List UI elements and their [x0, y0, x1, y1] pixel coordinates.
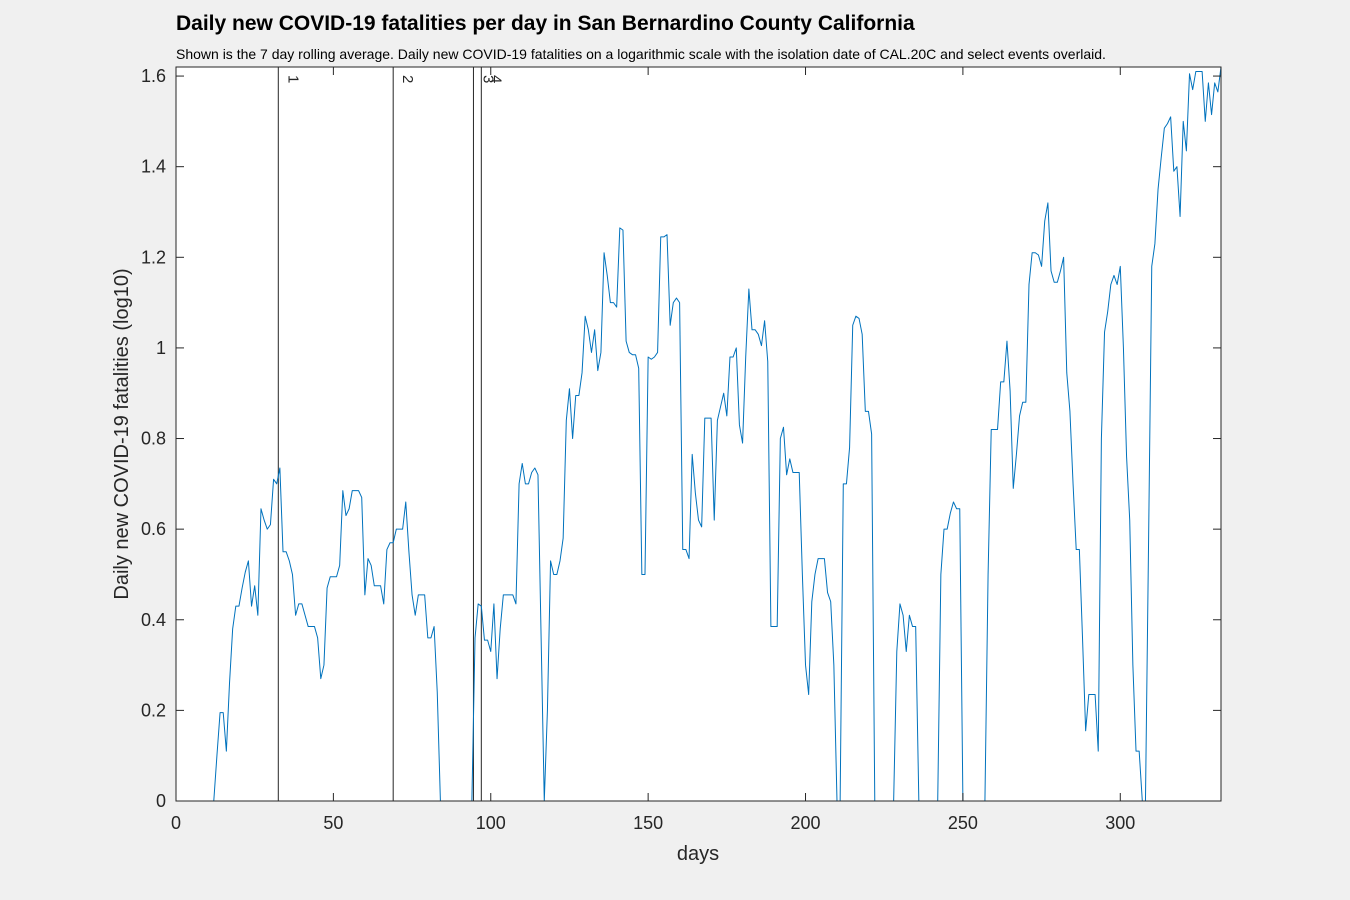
- chart-subtitle: Shown is the 7 day rolling average. Dail…: [176, 46, 1106, 62]
- y-tick-label: 0.2: [141, 700, 166, 720]
- series-line-0: [176, 66, 1222, 802]
- plot-frame: [175, 66, 1222, 802]
- chart-marks: 1 2 34: [176, 66, 1222, 802]
- x-tick-label: 100: [476, 813, 506, 833]
- event-label-2: 2: [399, 75, 416, 83]
- axis-ticks: 0 50 100 150 200 250 300 0 0.2 0.4 0.6 0.8 1 1.2 1.4 1.…: [141, 66, 1221, 833]
- x-tick-label: 300: [1105, 813, 1135, 833]
- x-tick-label: 250: [948, 813, 978, 833]
- x-tick-label: 200: [790, 813, 820, 833]
- chart-title: Daily new COVID-19 fatalities per day in…: [176, 12, 915, 35]
- plot-area: [176, 67, 1221, 801]
- y-tick-label: 0: [156, 791, 166, 811]
- x-tick-label: 150: [633, 813, 663, 833]
- event-label-4: 4: [487, 75, 504, 83]
- event-label-1: 1: [284, 75, 301, 83]
- x-axis-label: days: [677, 843, 719, 865]
- y-tick-label: 1.6: [141, 66, 166, 86]
- y-tick-label: 0.4: [141, 610, 166, 630]
- y-tick-label: 1.2: [141, 247, 166, 267]
- y-tick-label: 1.4: [141, 157, 166, 177]
- x-tick-label: 0: [171, 813, 181, 833]
- y-tick-label: 1: [156, 338, 166, 358]
- y-tick-label: 0.8: [141, 429, 166, 449]
- y-tick-label: 0.6: [141, 519, 166, 539]
- event-label-3: 3: [479, 75, 496, 83]
- y-axis-label: Daily new COVID-19 fatalities (log10): [111, 268, 133, 599]
- x-tick-label: 50: [323, 813, 343, 833]
